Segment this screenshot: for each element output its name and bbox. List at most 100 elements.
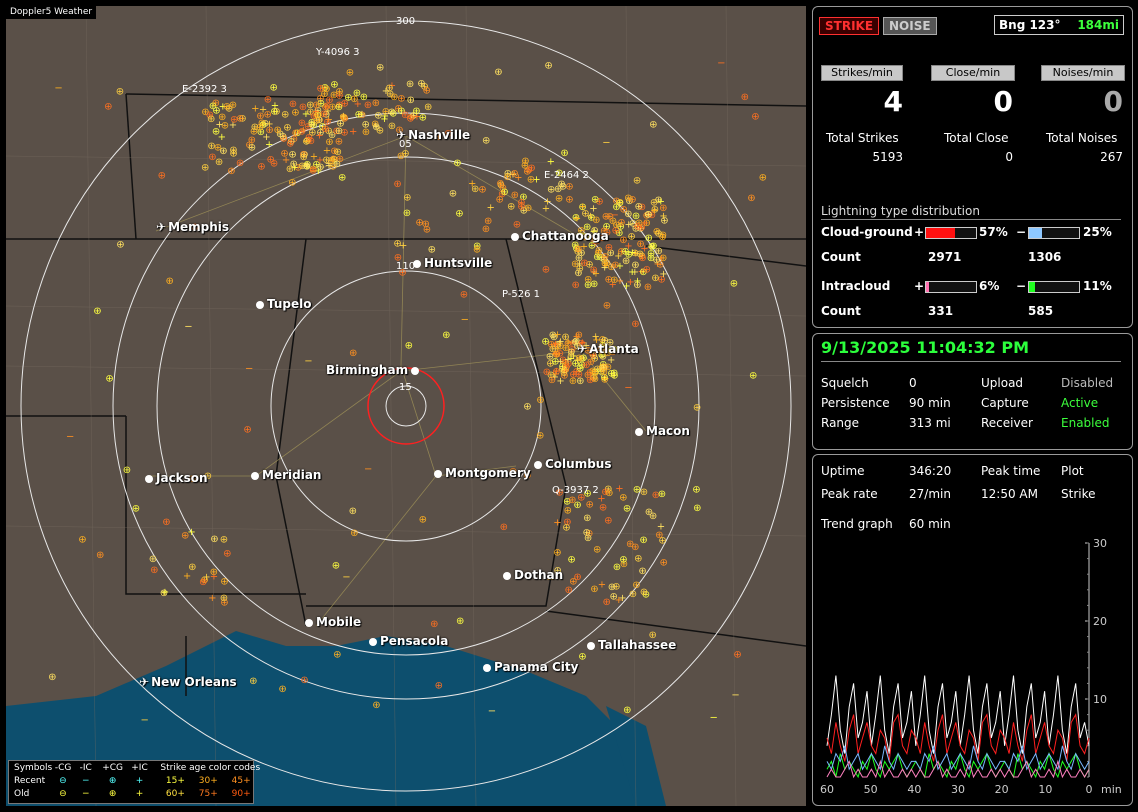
city-huntsville[interactable]: Huntsville bbox=[413, 256, 492, 270]
strike-mark: ⊕ bbox=[410, 111, 418, 122]
strike-mark: ⊕ bbox=[318, 121, 326, 132]
strike-mark: ⊕ bbox=[248, 142, 256, 153]
city-birmingham[interactable]: Birmingham bbox=[326, 363, 422, 377]
close-per-min-button[interactable]: Close/min bbox=[931, 65, 1015, 81]
strike-mark: − bbox=[54, 83, 62, 94]
strike-mark: ⊕ bbox=[335, 136, 343, 147]
strike-mark: ⊕ bbox=[401, 110, 409, 121]
status-panel: 9/13/2025 11:04:32 PM Squelch 0 Upload D… bbox=[812, 333, 1133, 450]
strike-mark: ⊕ bbox=[473, 241, 481, 252]
city-chattanooga[interactable]: Chattanooga bbox=[511, 229, 609, 243]
strike-mark: ⊕ bbox=[598, 362, 606, 373]
strike-mark: ⊕ bbox=[564, 359, 572, 370]
strike-button[interactable]: STRIKE bbox=[819, 17, 880, 35]
strike-mark: ⊕ bbox=[422, 219, 430, 230]
cg-negative-count: 1306 bbox=[1028, 250, 1062, 264]
city-montgomery[interactable]: Montgomery bbox=[434, 466, 531, 480]
y-tick-label: 30 bbox=[1093, 539, 1107, 550]
city-panama-city[interactable]: Panama City bbox=[483, 660, 578, 674]
strike-mark: ⊕ bbox=[551, 357, 559, 368]
strike-mark: ⊕ bbox=[620, 559, 628, 570]
strike-mark: ⊕ bbox=[335, 90, 343, 101]
total-strikes-value: 5193 bbox=[872, 150, 903, 164]
strike-mark: ⊕ bbox=[394, 104, 402, 115]
strike-mark: ⊕ bbox=[218, 112, 226, 123]
strike-mark: ⊕ bbox=[575, 369, 583, 380]
strike-mark: ⊕ bbox=[631, 260, 639, 271]
strike-mark: ⊕ bbox=[563, 517, 571, 528]
total-noises-label: Total Noises bbox=[1046, 131, 1118, 145]
city-tupelo[interactable]: Tupelo bbox=[256, 297, 312, 311]
strike-mark: ⊕ bbox=[648, 210, 656, 221]
strike-mark: ⊕ bbox=[214, 142, 222, 153]
city-jackson[interactable]: Jackson bbox=[145, 471, 208, 485]
strike-mark: ⊕ bbox=[521, 156, 529, 167]
range-label-inner: 15 bbox=[399, 382, 412, 393]
strikes-per-min-button[interactable]: Strikes/min bbox=[821, 65, 903, 81]
strike-mark: ⊕ bbox=[555, 193, 563, 204]
strike-mark: ⊕ bbox=[562, 343, 570, 354]
strike-mark: ⊕ bbox=[572, 336, 580, 347]
strike-mark: ⊕ bbox=[423, 225, 431, 236]
strike-mark: ⊕ bbox=[602, 221, 610, 232]
strike-mark: ⊕ bbox=[317, 99, 325, 110]
strike-mark: ⊕ bbox=[350, 94, 358, 105]
city-tallahassee[interactable]: Tallahassee bbox=[587, 638, 676, 652]
ic-positive-bar-fill bbox=[926, 282, 929, 292]
strike-mark: + bbox=[576, 228, 584, 239]
city-mobile[interactable]: Mobile bbox=[305, 615, 361, 629]
strike-mark: ⊕ bbox=[419, 113, 427, 124]
strike-mark: ⊕ bbox=[607, 369, 615, 380]
strike-mark: ⊕ bbox=[572, 212, 580, 223]
strike-mark: + bbox=[553, 330, 561, 341]
strike-mark: ⊕ bbox=[654, 195, 662, 206]
strike-mark: + bbox=[514, 173, 522, 184]
strike-mark: ⊕ bbox=[552, 350, 560, 361]
strike-mark: ⊕ bbox=[596, 346, 604, 357]
strike-mark: ⊕ bbox=[597, 253, 605, 264]
total-strikes-label: Total Strikes bbox=[826, 131, 899, 145]
strike-mark: ⊕ bbox=[527, 175, 535, 186]
strike-mark: + bbox=[580, 241, 588, 252]
strike-mark: ⊕ bbox=[636, 239, 644, 250]
strike-mark: ⊕ bbox=[567, 351, 575, 362]
plot-value[interactable]: Strike bbox=[1061, 487, 1096, 501]
strike-mark: ⊕ bbox=[600, 362, 608, 373]
strike-mark: ⊕ bbox=[291, 108, 299, 119]
strike-mark: ⊕ bbox=[747, 193, 755, 204]
strike-mark: ⊕ bbox=[579, 353, 587, 364]
x-unit-label: min bbox=[1101, 783, 1122, 796]
strike-mark: ⊕ bbox=[276, 129, 284, 140]
city-pensacola[interactable]: Pensacola bbox=[369, 634, 448, 648]
noise-button[interactable]: NOISE bbox=[883, 17, 937, 35]
lightning-map[interactable]: ⊕ ⊕ ⊕ ⊕ ⊕ ⊕ ⊕ ⊕ ⊕ ⊕ ⊕ ⊕ ⊕ ⊕ ⊕ ⊕ ⊕ ⊕ ⊕ ⊕ ⊕ ⊕ ⊕ + + ⊕ ⊕ ⊕ + + + ⊕ ⊕ ⊕ + ⊕ + ⊕ ⊕ ⊕… bbox=[6, 6, 806, 806]
city-meridian[interactable]: Meridian bbox=[251, 468, 321, 482]
strike-mark: ⊕ bbox=[287, 137, 295, 148]
city-nashville[interactable]: ✈ Nashville bbox=[396, 128, 471, 142]
city-memphis[interactable]: ✈ Memphis bbox=[156, 220, 230, 234]
strike-mark: + bbox=[647, 242, 655, 253]
strike-mark: ⊕ bbox=[633, 280, 641, 291]
strike-mark: ⊕ bbox=[565, 182, 573, 193]
strike-mark: ⊕ bbox=[536, 430, 544, 441]
strike-mark: ⊕ bbox=[587, 213, 595, 224]
city-macon[interactable]: Macon bbox=[635, 424, 690, 438]
strike-mark: ⊕ bbox=[236, 114, 244, 125]
strike-mark: ⊕ bbox=[555, 168, 563, 179]
strike-mark: − bbox=[302, 137, 310, 148]
strike-mark: ⊕ bbox=[589, 351, 597, 362]
strike-mark: + bbox=[380, 114, 388, 125]
city-dothan[interactable]: Dothan bbox=[503, 568, 563, 582]
city-columbus[interactable]: Columbus bbox=[534, 457, 612, 471]
strike-mark: + bbox=[625, 220, 633, 231]
strike-mark: ⊕ bbox=[290, 134, 298, 145]
map-canvas[interactable]: ⊕⊕⊕⊕⊕⊕⊕⊕⊕⊕⊕⊕⊕⊕⊕⊕ ⊕⊕⊕⊕⊕⊕⊕++⊕⊕⊕+++⊕⊕⊕+⊕+⊕ ⊕⊕… bbox=[6, 6, 806, 806]
strike-mark: ⊕ bbox=[572, 280, 580, 291]
app-title: Doppler5 Weather bbox=[6, 6, 97, 19]
strike-mark: ⊕ bbox=[555, 488, 563, 499]
noises-per-min-button[interactable]: Noises/min bbox=[1041, 65, 1125, 81]
city-atlanta[interactable]: ✈ Atlanta bbox=[577, 342, 639, 356]
city-new-orleans[interactable]: ✈ New Orleans bbox=[139, 675, 237, 689]
strike-mark: ⊕ bbox=[372, 700, 380, 711]
strike-mark: ⊕ bbox=[364, 100, 372, 111]
